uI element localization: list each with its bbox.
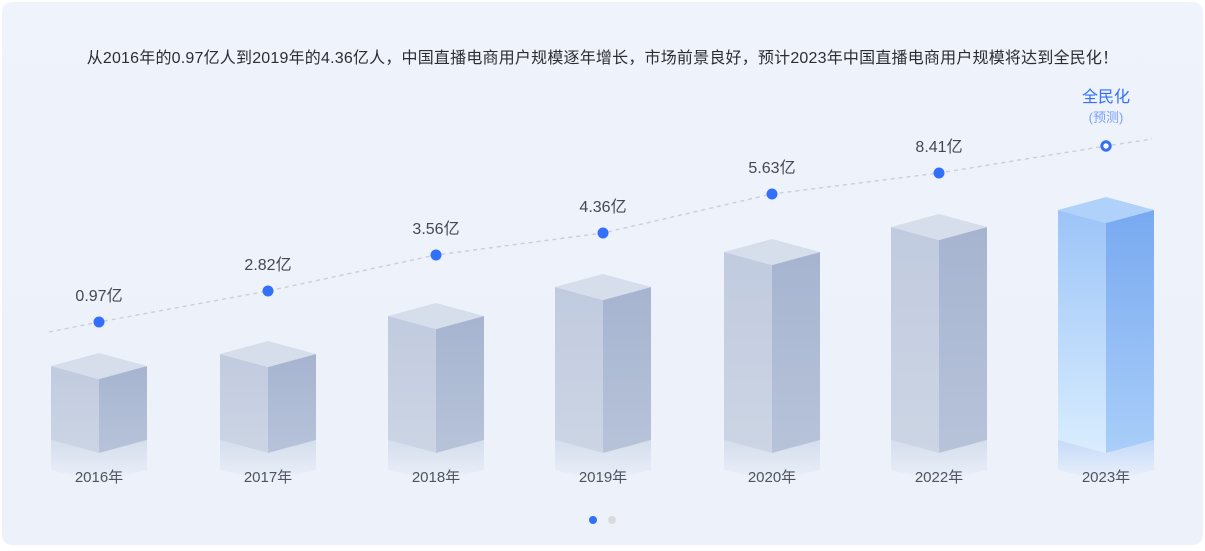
bar-face-left [388,316,436,453]
data-point-dot [933,167,945,179]
bar-reflection [555,440,651,482]
bar-face-top [1058,197,1154,223]
forecast-label: 全民化 [1081,89,1130,106]
bar-face-left [1058,210,1106,453]
value-label-2020: 5.63亿 [748,160,796,177]
bar-reflection [51,440,147,482]
year-label-2022: 2022年 [914,469,964,486]
bar-face-right [939,227,987,453]
year-label-2020: 2020年 [747,469,797,486]
year-label-2017: 2017年 [243,469,293,486]
bar-reflection [1058,440,1154,482]
data-point-dot [597,227,609,239]
bar-face-right [772,252,820,453]
data-point-dot [766,188,778,200]
cube-bar-2017 [220,341,316,453]
bar-face-right [436,316,484,453]
bar-face-top [724,239,820,265]
value-label-2016: 0.97亿 [75,288,123,305]
bar-reflection [388,440,484,482]
year-label-2019: 2019年 [578,469,628,486]
value-label-2019: 4.36亿 [579,199,627,216]
bar-face-top [555,274,651,300]
pager-dot-active[interactable] [589,516,597,524]
cube-bar-2019 [555,274,651,453]
year-label-2018: 2018年 [411,469,461,486]
cube-bar-2018 [388,303,484,453]
bar-face-left [51,366,99,453]
cube-bar-2022 [891,214,987,453]
bar-reflection [724,440,820,482]
bar-face-left [891,227,939,453]
cube-bar-2016 [51,353,147,453]
chart-title: 从2016年的0.97亿人到2019年的4.36亿人，中国直播电商用户规模逐年增… [86,50,1119,67]
bar-face-top [51,353,147,379]
bar-reflection [220,440,316,482]
bar-face-right [1106,210,1154,453]
bar-face-right [99,366,147,453]
bar-face-right [268,354,316,453]
bar-face-left [220,354,268,453]
pager-dot-inactive[interactable] [608,516,616,524]
bar-reflection [891,440,987,482]
value-label-2017: 2.82亿 [244,257,292,274]
data-point-dot [430,249,442,261]
bar-face-right [603,287,651,453]
cube-bar-2020 [724,239,820,453]
cube-bar-2023 [1058,197,1154,453]
forecast-note: (预测) [1088,110,1124,125]
forecast-label-group: 全民化 (预测) [1036,88,1176,126]
data-point-dot [262,285,274,297]
value-label-2018: 3.56亿 [412,221,460,238]
data-point-dot [93,316,105,328]
value-label-2022: 8.41亿 [915,139,963,156]
bar-face-left [724,252,772,453]
bar-face-top [388,303,484,329]
forecast-ring-marker [1100,140,1112,152]
carousel-pagination [2,516,1203,524]
year-label-2016: 2016年 [74,469,124,486]
bar-face-top [220,341,316,367]
year-label-2023: 2023年 [1081,469,1131,486]
bar-face-left [555,287,603,453]
bar-face-top [891,214,987,240]
